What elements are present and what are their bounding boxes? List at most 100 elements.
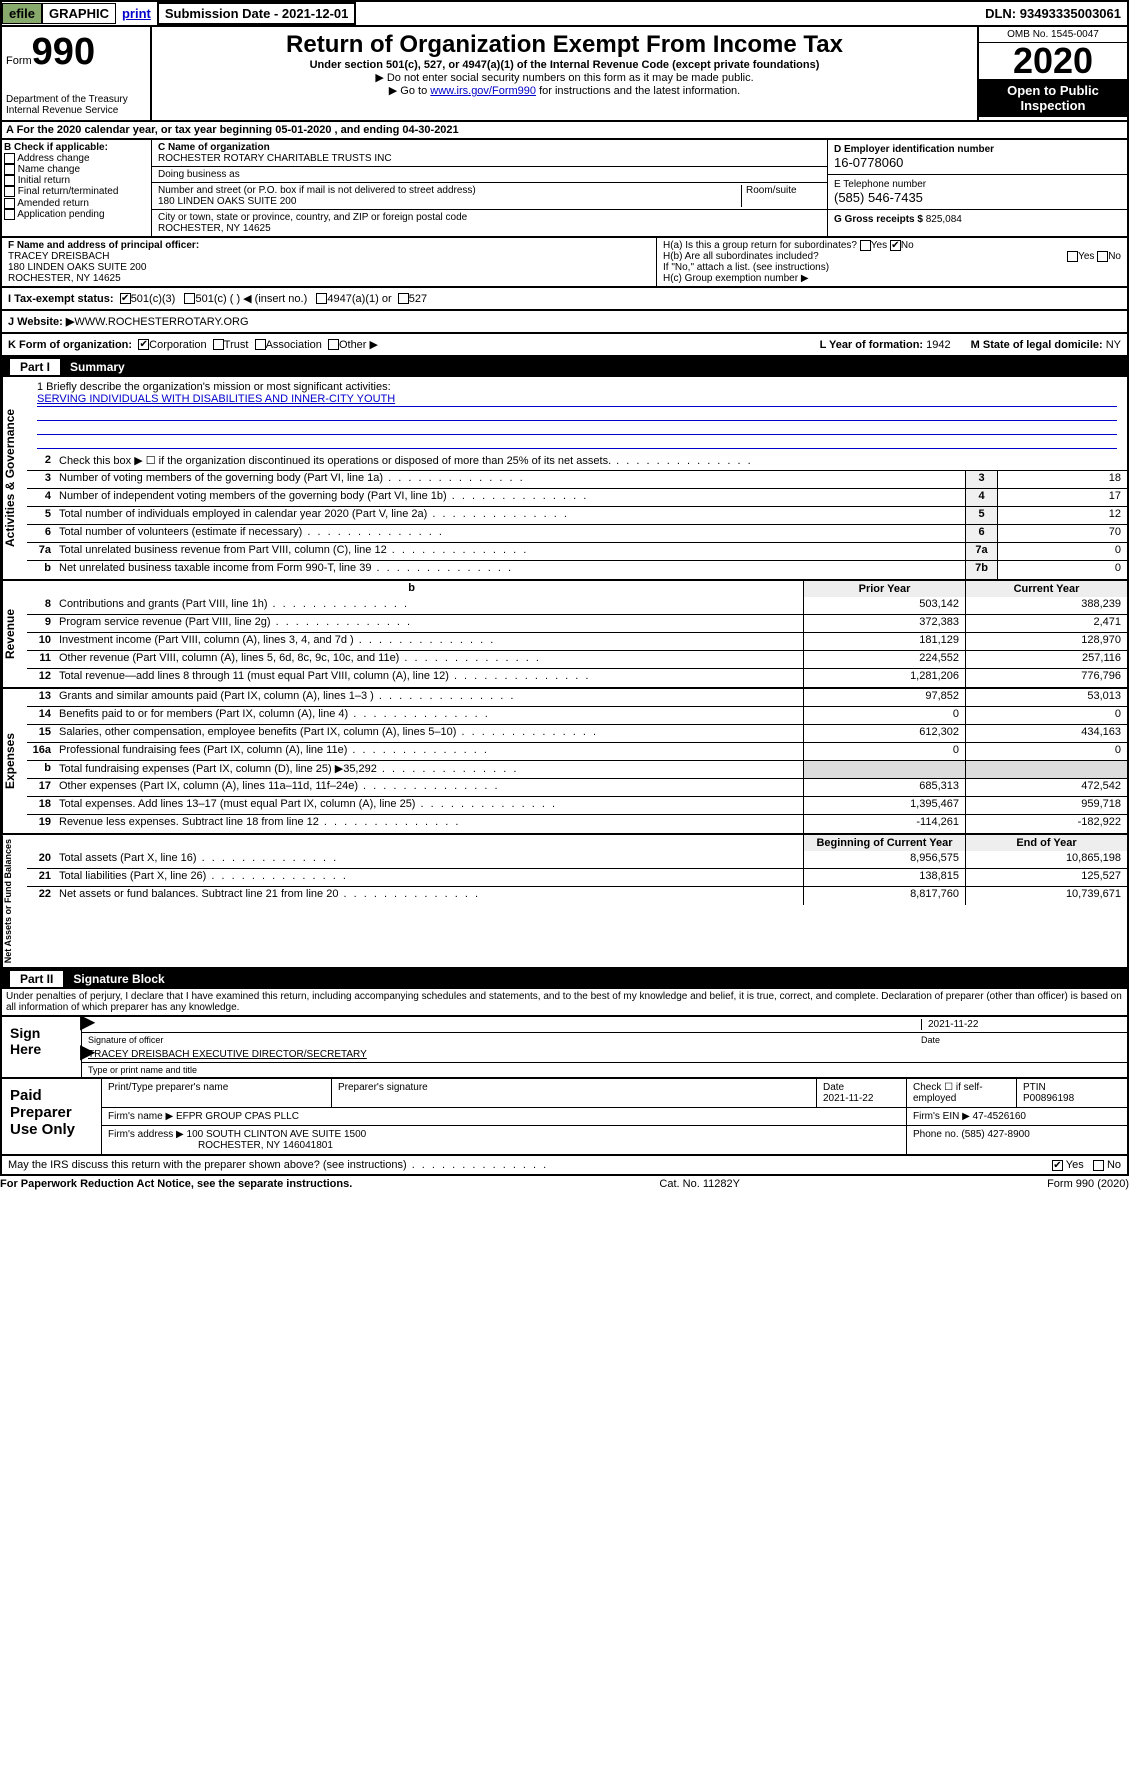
- period-begin: 05-01-2020: [275, 124, 331, 136]
- chk-527[interactable]: [398, 293, 409, 304]
- line-text: Total fundraising expenses (Part IX, col…: [55, 761, 803, 778]
- ptin-hdr: PTIN: [1023, 1082, 1121, 1093]
- data-line: 13 Grants and similar amounts paid (Part…: [27, 689, 1127, 707]
- current-value: 434,163: [965, 725, 1127, 742]
- irs-link[interactable]: www.irs.gov/Form990: [430, 85, 536, 97]
- hb-label: H(b) Are all subordinates included?: [663, 251, 819, 262]
- submission-date-box: Submission Date - 2021-12-01: [157, 2, 357, 25]
- firm-phone: (585) 427-8900: [961, 1129, 1029, 1140]
- vlabel-balances: Net Assets or Fund Balances: [2, 835, 27, 967]
- data-line: 22 Net assets or fund balances. Subtract…: [27, 887, 1127, 905]
- chk-name-change[interactable]: Name change: [4, 164, 149, 175]
- gov-line: 6 Total number of volunteers (estimate i…: [27, 525, 1127, 543]
- line-text: Net assets or fund balances. Subtract li…: [55, 887, 803, 905]
- chk-501c[interactable]: [184, 293, 195, 304]
- current-value: 959,718: [965, 797, 1127, 814]
- ein-value: 16-0778060: [834, 155, 1121, 170]
- line-no: 20: [27, 851, 55, 868]
- current-value: 53,013: [965, 689, 1127, 706]
- part1-title: Summary: [70, 360, 125, 374]
- chk-address-change[interactable]: Address change: [4, 153, 149, 164]
- sign-block: Sign Here ▶ 2021-11-22 Signature of offi…: [0, 1017, 1129, 1079]
- opt-corp: Corporation: [149, 339, 206, 351]
- website-value: WWW.ROCHESTERROTARY.ORG: [74, 316, 248, 328]
- form-word: Form: [6, 55, 32, 67]
- line-box: 7b: [965, 561, 997, 579]
- chk-501c3[interactable]: ✔: [120, 293, 131, 304]
- box-f: F Name and address of principal officer:…: [2, 238, 657, 286]
- data-line: 10 Investment income (Part VIII, column …: [27, 633, 1127, 651]
- line-value: 70: [997, 525, 1127, 542]
- chk-application-pending[interactable]: Application pending: [4, 209, 149, 220]
- officer-addr2: ROCHESTER, NY 14625: [8, 273, 650, 284]
- line-value: 0: [997, 543, 1127, 560]
- form-title: Return of Organization Exempt From Incom…: [156, 31, 973, 59]
- line-box: 6: [965, 525, 997, 542]
- prior-value: 97,852: [803, 689, 965, 706]
- balances-section: Net Assets or Fund Balances Beginning of…: [0, 835, 1129, 969]
- chk-assoc[interactable]: [255, 339, 266, 350]
- data-line: 8 Contributions and grants (Part VIII, l…: [27, 597, 1127, 615]
- line-text: Program service revenue (Part VIII, line…: [55, 615, 803, 632]
- title-cell: Return of Organization Exempt From Incom…: [152, 27, 977, 120]
- chk-amended-return[interactable]: Amended return: [4, 198, 149, 209]
- fh-row: F Name and address of principal officer:…: [0, 238, 1129, 288]
- data-line: 11 Other revenue (Part VIII, column (A),…: [27, 651, 1127, 669]
- chk-other[interactable]: [328, 339, 339, 350]
- data-line: 18 Total expenses. Add lines 13–17 (must…: [27, 797, 1127, 815]
- opt-other: Other ▶: [339, 338, 378, 351]
- part2-header: Part II Signature Block: [0, 969, 1129, 989]
- chk-4947[interactable]: [316, 293, 327, 304]
- firm-name: EFPR GROUP CPAS PLLC: [176, 1111, 299, 1122]
- rev-col-headers: b Prior Year Current Year: [27, 581, 1127, 597]
- line-box: 3: [965, 471, 997, 488]
- line-text: Total revenue—add lines 8 through 11 (mu…: [55, 669, 803, 687]
- line-box: 7a: [965, 543, 997, 560]
- line-no: 22: [27, 887, 55, 905]
- officer-print-name: TRACEY DREISBACH EXECUTIVE DIRECTOR/SECR…: [88, 1049, 367, 1060]
- graphic-button[interactable]: GRAPHIC: [42, 3, 116, 24]
- prep-date-hdr: Date: [823, 1082, 900, 1093]
- opt-assoc: Association: [266, 339, 322, 351]
- box-i: I Tax-exempt status: ✔ 501(c)(3) 501(c) …: [0, 288, 1129, 311]
- hdr-end-year: End of Year: [965, 835, 1127, 851]
- print-link[interactable]: print: [116, 4, 157, 23]
- opt-501c: 501(c) ( ) ◀ (insert no.): [195, 292, 307, 305]
- line-no: b: [27, 561, 55, 579]
- chk-final-return[interactable]: Final return/terminated: [4, 186, 149, 197]
- sign-date: 2021-11-22: [928, 1019, 1121, 1030]
- discuss-yes-check[interactable]: ✔: [1052, 1160, 1063, 1171]
- ha-label: H(a) Is this a group return for subordin…: [663, 240, 857, 251]
- line-text: Check this box ▶ ☐ if the organization d…: [55, 453, 1127, 470]
- chk-corp[interactable]: ✔: [138, 339, 149, 350]
- vlabel-expenses: Expenses: [2, 689, 27, 833]
- form-note-1: ▶ Do not enter social security numbers o…: [156, 71, 973, 84]
- prior-value: 503,142: [803, 597, 965, 614]
- efile-button[interactable]: efile: [2, 3, 42, 24]
- prior-value: 1,281,206: [803, 669, 965, 687]
- discuss-no-check[interactable]: [1093, 1160, 1104, 1171]
- expenses-section: Expenses 13 Grants and similar amounts p…: [0, 689, 1129, 835]
- chk-initial-return[interactable]: Initial return: [4, 175, 149, 186]
- period-row: A For the 2020 calendar year, or tax yea…: [0, 122, 1129, 140]
- officer-name: TRACEY DREISBACH: [8, 251, 650, 262]
- line-no: 16a: [27, 743, 55, 760]
- box-klm: K Form of organization: ✔ Corporation Tr…: [0, 334, 1129, 357]
- perjury-declaration: Under penalties of perjury, I declare th…: [0, 989, 1129, 1017]
- line-value: 0: [997, 561, 1127, 579]
- paid-preparer-label: Paid Preparer Use Only: [2, 1079, 102, 1154]
- line-box: 5: [965, 507, 997, 524]
- dln-box: DLN: 93493335003061: [979, 4, 1127, 23]
- opt-4947: 4947(a)(1) or: [327, 293, 391, 305]
- line-no: 14: [27, 707, 55, 724]
- note2-post: for instructions and the latest informat…: [536, 85, 740, 97]
- prior-value: 8,817,760: [803, 887, 965, 905]
- note2-pre: ▶ Go to: [389, 85, 430, 97]
- data-line: b Total fundraising expenses (Part IX, c…: [27, 761, 1127, 779]
- h-note: If "No," attach a list. (see instruction…: [663, 262, 1121, 273]
- irs-label: Internal Revenue Service: [6, 105, 146, 116]
- arrow-icon: ▶: [80, 1009, 95, 1034]
- chk-trust[interactable]: [213, 339, 224, 350]
- line-no: 12: [27, 669, 55, 687]
- governance-section: Activities & Governance 1 Briefly descri…: [0, 377, 1129, 581]
